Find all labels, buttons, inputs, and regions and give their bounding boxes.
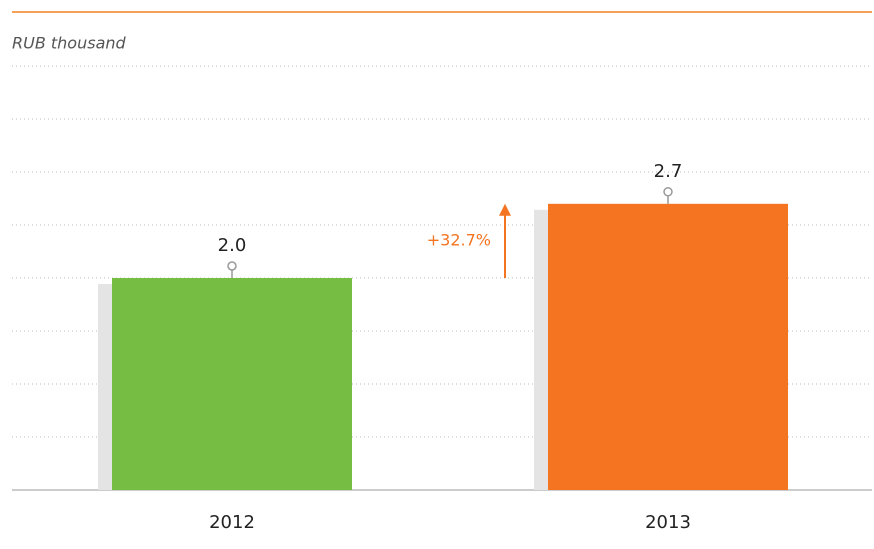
label-dot xyxy=(227,261,237,271)
label-dot xyxy=(663,187,673,197)
data-label: 2.0 xyxy=(218,235,247,256)
bar xyxy=(548,203,788,491)
data-label: 2.7 xyxy=(654,161,683,182)
x-tick-label: 2013 xyxy=(645,512,691,533)
bar-shadow xyxy=(534,209,548,491)
bar xyxy=(112,278,352,490)
bar-shadow xyxy=(98,284,112,490)
change-arrowhead xyxy=(499,203,511,216)
axis-label: RUB thousand xyxy=(12,34,127,53)
x-tick-label: 2012 xyxy=(209,512,255,533)
change-annotation: +32.7% xyxy=(427,230,491,249)
